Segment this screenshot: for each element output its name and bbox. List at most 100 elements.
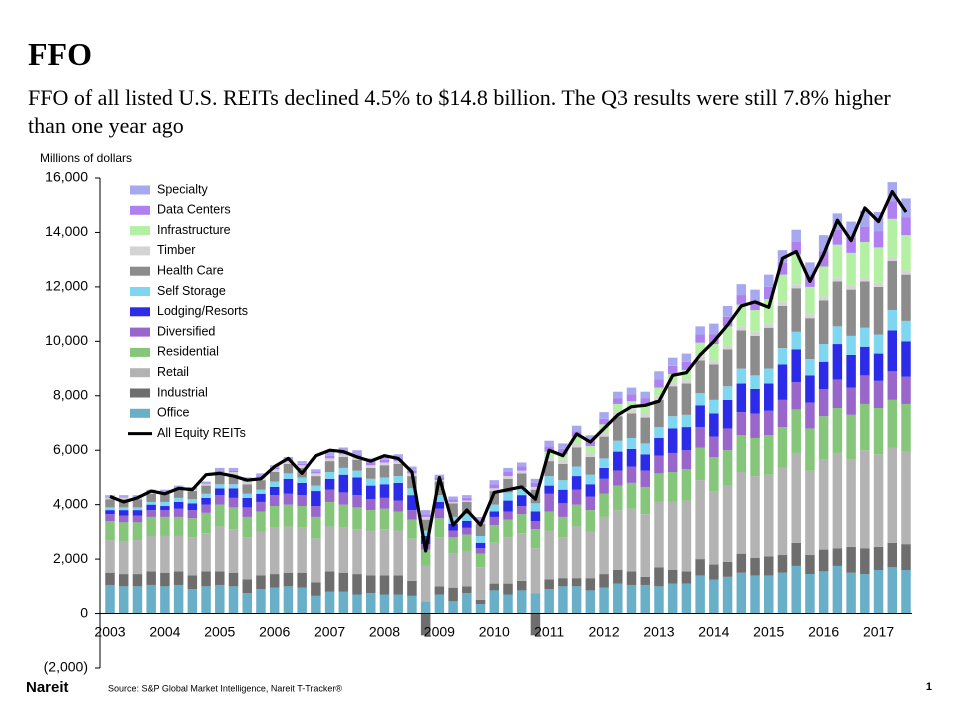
bar-segment [475, 553, 486, 568]
bar-segment [311, 469, 321, 472]
bar-segment [585, 510, 596, 532]
bar-segment [818, 459, 829, 550]
bar-segment [750, 310, 760, 332]
source: Source: S&P Global Market Intelligence, … [108, 683, 342, 693]
bar-segment [722, 349, 733, 387]
bar-segment [709, 413, 719, 437]
bar-segment [777, 572, 788, 614]
bar-segment [489, 491, 500, 505]
bar-segment [324, 526, 335, 572]
bar-segment [709, 360, 719, 365]
legend-swatch [130, 408, 150, 418]
bar-segment [256, 501, 266, 512]
bar-segment [846, 354, 856, 388]
bar-segment [379, 455, 390, 460]
bar-segment [393, 500, 403, 512]
bar-segment [667, 583, 678, 614]
bar-segment [420, 516, 431, 520]
bar-segment [846, 252, 856, 286]
bar-segment [832, 281, 843, 327]
bar-segment [777, 348, 788, 365]
bar-segment [146, 493, 156, 502]
y-axis-label: Millions of dollars [40, 151, 132, 165]
bar-segment [434, 508, 445, 519]
bar-segment [324, 489, 335, 502]
bar-segment [818, 296, 829, 301]
bar-segment [105, 540, 115, 573]
bar-segment [269, 481, 280, 487]
bar-segment [736, 368, 747, 384]
bar-segment [530, 482, 541, 487]
bar-segment [352, 594, 362, 614]
bar-segment [558, 503, 568, 517]
bar-segment [571, 476, 582, 490]
bar-segment [805, 574, 815, 614]
bar-segment [805, 402, 815, 429]
bar-segment [599, 516, 609, 575]
bar-segment [613, 391, 623, 399]
bar-segment [269, 486, 280, 496]
bar-segment [118, 497, 129, 500]
bar-segment [242, 593, 252, 614]
y-tick-label: 4,000 [53, 495, 88, 511]
bar-segment [530, 478, 541, 483]
bar-segment [654, 501, 664, 568]
bar-segment [626, 394, 637, 402]
bar-segment [818, 266, 829, 297]
bar-segment [324, 461, 335, 472]
bar-segment [640, 405, 650, 414]
bar-segment [434, 518, 445, 538]
bar-segment [160, 516, 170, 536]
x-tick-label: 2016 [808, 623, 839, 639]
bar-segment [736, 435, 747, 472]
bar-segment [462, 501, 472, 515]
bar-segment [393, 476, 403, 483]
bar-segment [338, 447, 349, 452]
bar-segment [860, 210, 870, 227]
bar-segment [599, 458, 609, 468]
bar-segment [242, 497, 252, 508]
bar-segment [215, 526, 225, 572]
bar-segment [791, 542, 801, 566]
bar-segment [695, 334, 705, 343]
bar-segment [530, 548, 541, 594]
legend-swatch [130, 185, 150, 195]
bar-segment [901, 198, 911, 218]
bar-segment [722, 450, 733, 486]
bar-segment [695, 393, 705, 406]
bar-segment [228, 529, 239, 573]
bar-segment [722, 316, 733, 327]
bar-segment [640, 443, 650, 455]
bar-segment [297, 587, 307, 614]
bar-segment [297, 506, 307, 528]
bar-segment [503, 492, 513, 501]
bar-segment [118, 541, 129, 575]
bar-segment [860, 574, 870, 614]
bar-segment [585, 446, 596, 453]
bar-segment [530, 529, 541, 549]
bar-segment [503, 583, 513, 595]
bar-segment [366, 575, 376, 594]
bar-segment [681, 379, 692, 384]
bar-segment [105, 514, 115, 521]
bar-segment [887, 256, 898, 262]
bar-segment [860, 548, 870, 575]
bar-segment [105, 499, 115, 508]
bar-segment [338, 492, 349, 505]
bar-segment [640, 417, 650, 444]
bar-segment [352, 477, 362, 496]
bar-segment [832, 344, 843, 380]
bar-segment [736, 330, 747, 369]
bar-segment [777, 364, 788, 400]
bar-segment [791, 331, 801, 350]
bar-segment [654, 455, 664, 474]
bar-segment [503, 467, 513, 472]
bar-segment [791, 452, 801, 543]
bar-segment [667, 365, 678, 374]
x-tick-label: 2007 [314, 623, 345, 639]
bar-segment [695, 427, 705, 448]
bar-segment [269, 506, 280, 528]
bar-segment [379, 484, 390, 498]
bar-segment [366, 499, 376, 511]
x-tick-label: 2004 [149, 623, 180, 639]
